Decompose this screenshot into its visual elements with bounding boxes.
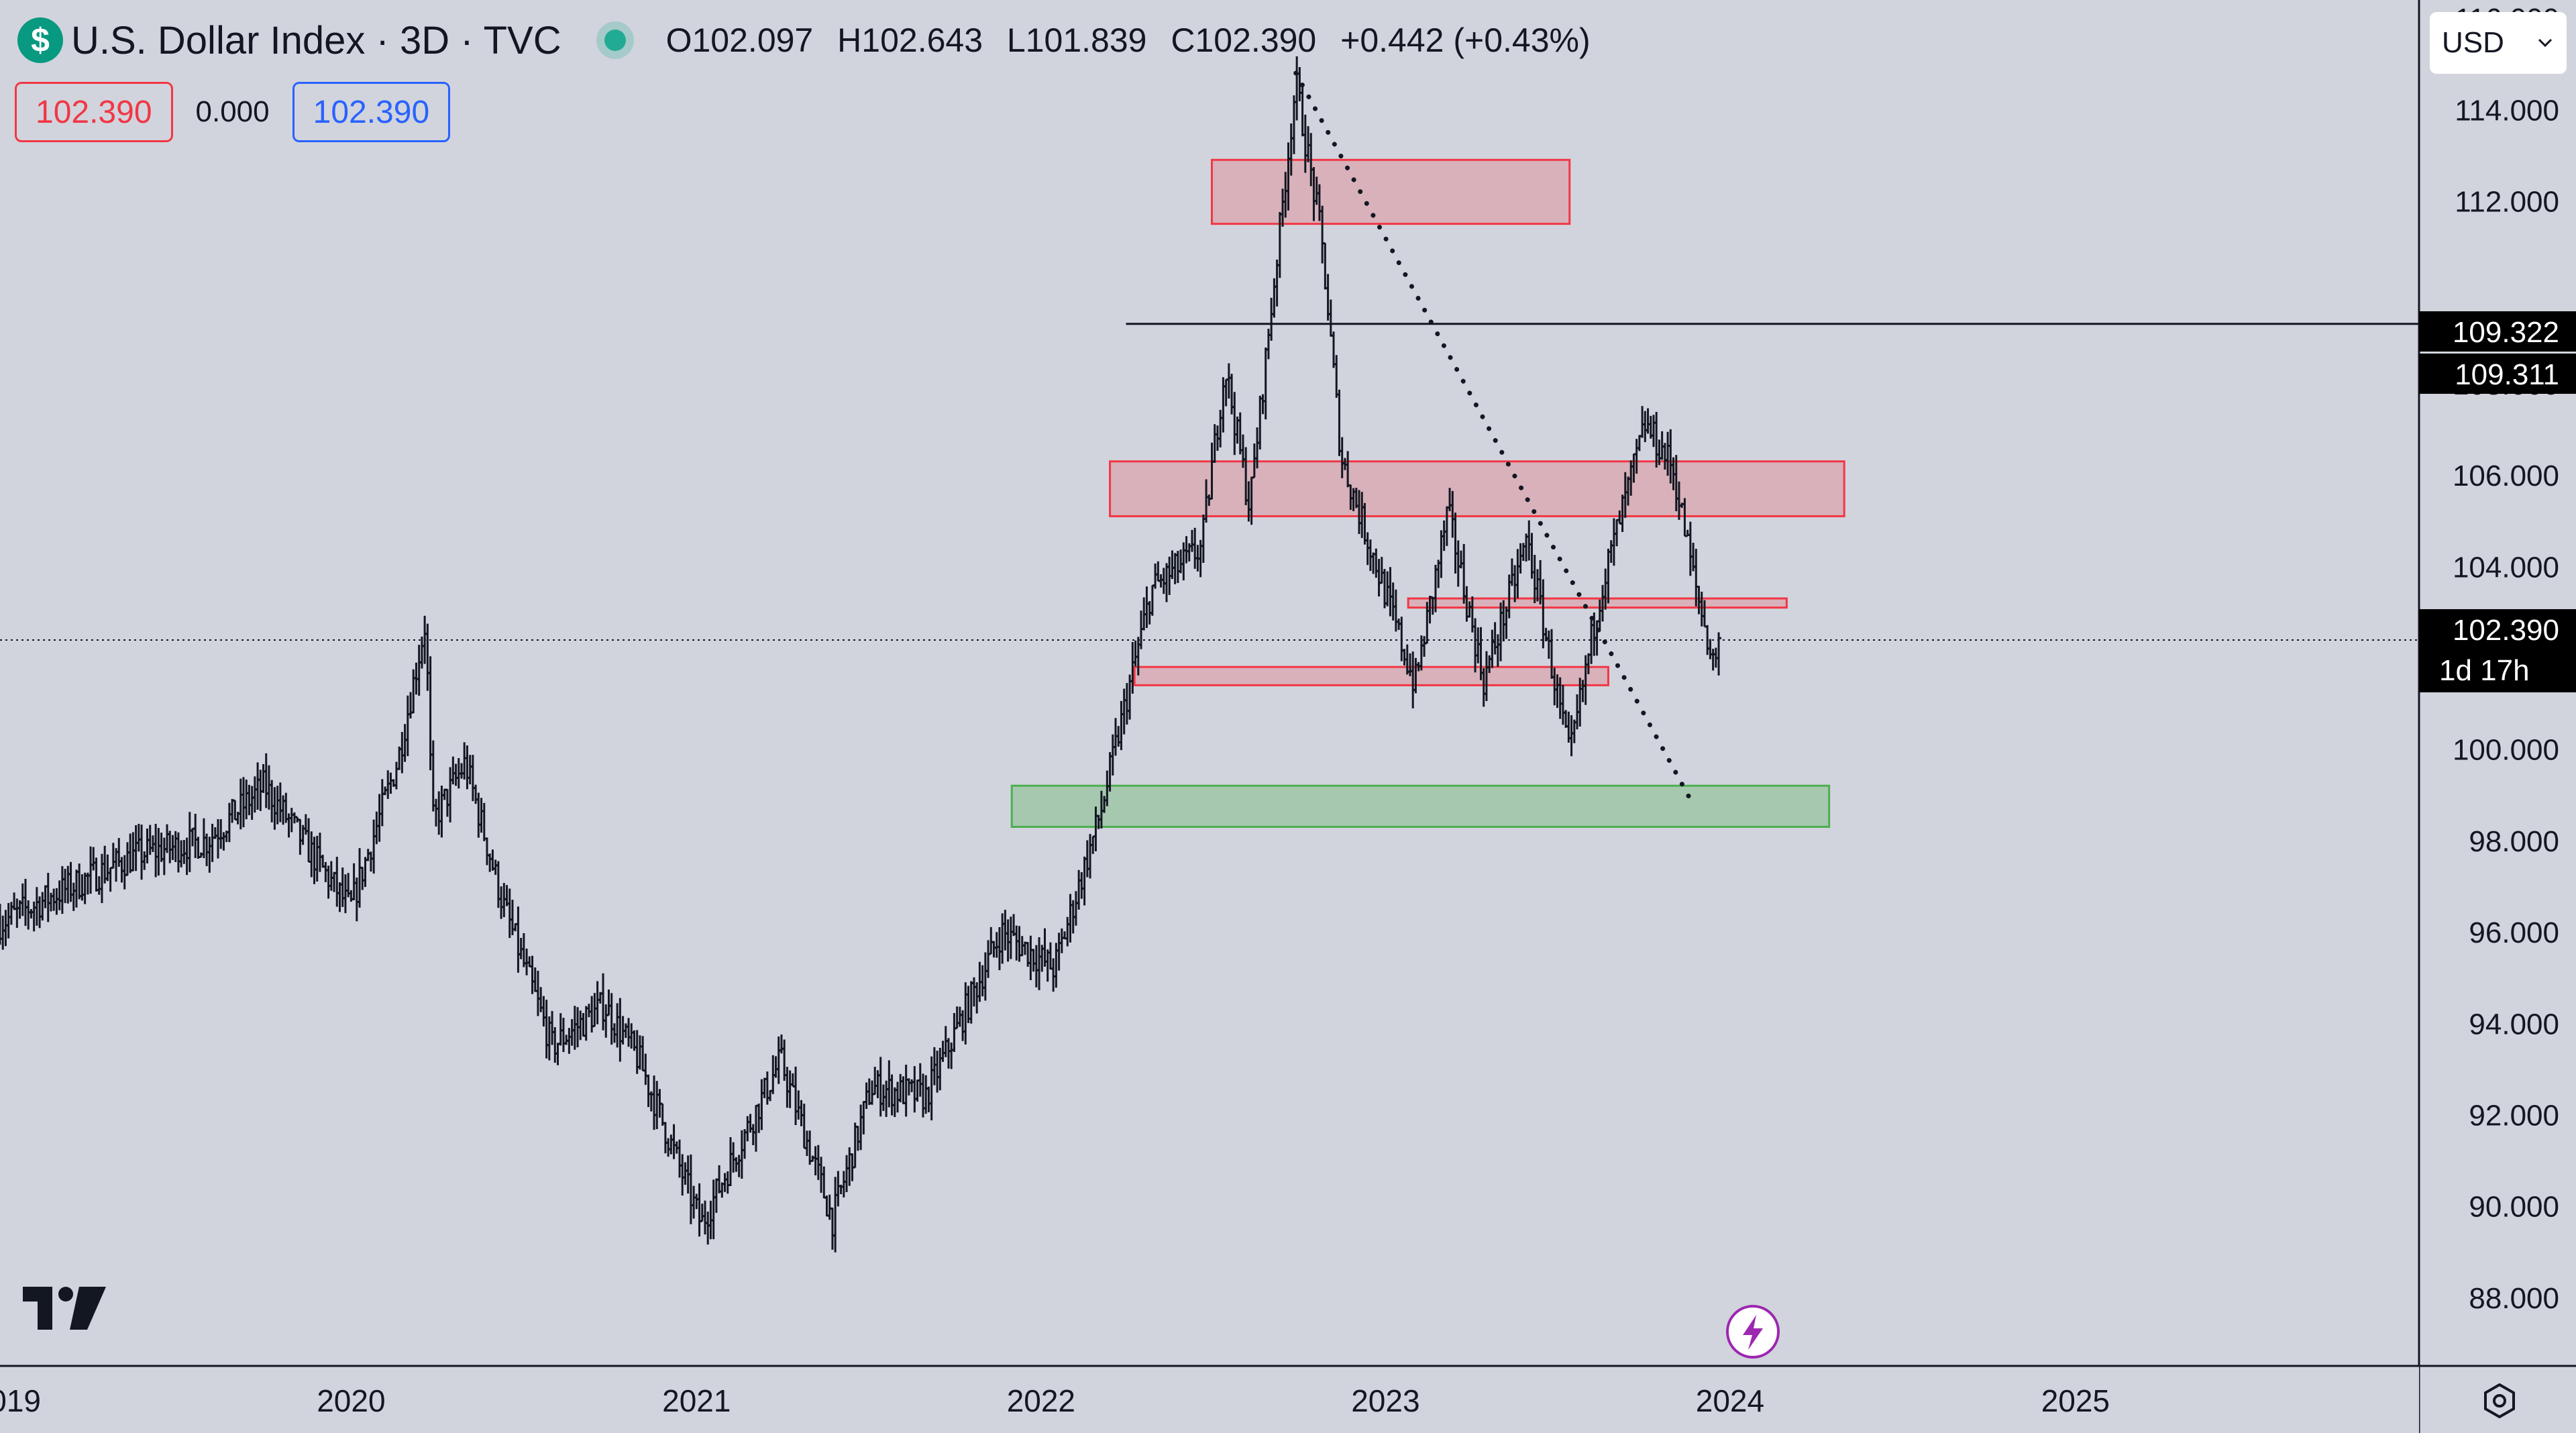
lightning-icon[interactable] [1724,1303,1782,1361]
settings-gear-icon[interactable] [2482,1383,2517,1418]
price-label-bg [2419,608,2576,692]
price-tick-label: 104.000 [2453,551,2559,584]
price-label-bg [2419,354,2576,394]
price-tick-label: 114.000 [2455,94,2559,127]
zones-layer [1010,158,1845,828]
price-label: 109.311 [2419,354,2576,394]
dotted-trendline[interactable] [1293,70,1693,802]
price-label-value: 102.390 [2453,614,2559,647]
spread-value: 0.000 [195,95,270,128]
dollar-sign-icon[interactable]: $ [17,17,63,63]
price-tick-label: 98.000 [2469,825,2559,858]
price-tick-label: 90.000 [2469,1191,2559,1224]
time-tick-label: 2019 [0,1383,41,1418]
price-tick-label: 92.000 [2469,1099,2559,1132]
time-tick-label: 2023 [1351,1383,1419,1418]
currency-select[interactable]: USD [2430,12,2567,74]
price-labels: 109.322 109.311 102.390 1d 17h [2419,311,2576,692]
ohlc-bar [1716,632,1722,676]
symbol-title[interactable]: U.S. Dollar Index · 3D · TVC [71,18,561,62]
price-label-bg [2419,311,2576,352]
resistance-zone[interactable] [1109,460,1845,517]
time-axis-ticks: 2019 2020 2021 2022 2023 2024 2025 [0,1383,2110,1418]
price-bars [0,56,1722,1253]
time-tick-label: 2025 [2041,1383,2110,1418]
chevron-down-icon [2538,38,2553,48]
price-tick-label: 94.000 [2469,1008,2559,1041]
price-axis-pane[interactable] [2419,0,2576,1433]
resistance-zone[interactable] [1211,158,1571,225]
time-tick-label: 2021 [662,1383,731,1418]
price-label: 109.322 [2419,311,2576,352]
price-tick-label: 96.000 [2469,916,2559,949]
trade-buttons: 102.390 0.000 102.390 [15,82,451,142]
open-value: 102.097 [692,21,814,59]
time-tick-label: 2020 [317,1383,385,1418]
open-label: O [665,21,692,59]
time-tick-label: 2022 [1007,1383,1075,1418]
high-value: 102.643 [861,21,983,59]
high-label: H [837,21,862,59]
change-value: +0.442 (+0.43%) [1340,21,1591,59]
market-status-icon[interactable] [604,30,626,51]
price-label-value: 109.322 [2453,316,2559,349]
time-tick-label: 2024 [1696,1383,1764,1418]
ohlc-values: O102.097 H102.643 L101.839 C102.390 +0.4… [666,21,1591,60]
tradingview-logo-icon[interactable] [23,1287,106,1330]
low-label: L [1006,21,1026,59]
price-tick-label: 112.000 [2455,186,2559,219]
resistance-zone[interactable] [1407,597,1788,609]
time-axis-pane[interactable] [0,1366,2419,1433]
close-value: 102.390 [1195,21,1317,59]
price-tick-label: 100.000 [2453,734,2559,767]
close-label: C [1171,21,1195,59]
symbol-header: $ U.S. Dollar Index · 3D · TVC O102.097 … [17,15,1591,66]
sell-button[interactable]: 102.390 [15,82,173,142]
resistance-zone[interactable] [1133,666,1609,686]
currency-value: USD [2442,26,2504,59]
low-value: 101.839 [1025,21,1147,59]
price-label: 102.390 1d 17h [2419,608,2576,692]
support-zone[interactable] [1010,784,1831,828]
price-label-value: 109.311 [2455,358,2559,391]
price-tick-label: 88.000 [2469,1282,2559,1315]
buy-button[interactable]: 102.390 [292,82,451,142]
bar-countdown: 1d 17h [2439,654,2530,687]
price-tick-label: 106.000 [2453,460,2559,492]
